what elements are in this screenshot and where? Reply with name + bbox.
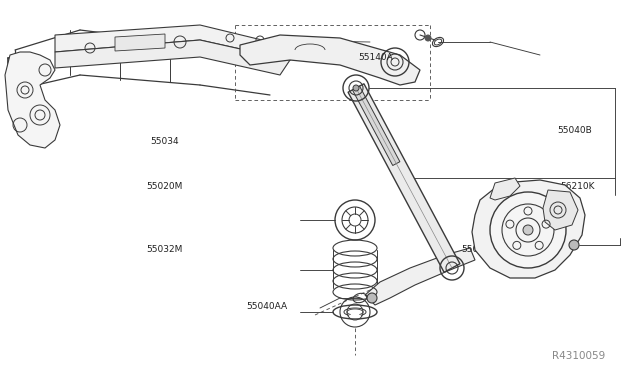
Polygon shape <box>353 86 400 166</box>
Polygon shape <box>490 178 520 200</box>
Text: R4310059: R4310059 <box>552 352 605 361</box>
Text: 55032M: 55032M <box>146 245 182 254</box>
Circle shape <box>569 240 579 250</box>
Polygon shape <box>472 180 585 278</box>
Text: 56210K: 56210K <box>560 182 595 190</box>
Text: 55040B: 55040B <box>557 126 591 135</box>
Polygon shape <box>115 34 165 51</box>
Circle shape <box>353 85 359 91</box>
Polygon shape <box>365 248 475 305</box>
Text: 55034: 55034 <box>150 137 179 146</box>
Polygon shape <box>348 84 460 272</box>
Polygon shape <box>55 25 295 60</box>
Polygon shape <box>240 35 420 85</box>
Text: 55020M: 55020M <box>146 182 182 191</box>
Polygon shape <box>543 190 578 230</box>
Circle shape <box>490 192 566 268</box>
Text: 55040B: 55040B <box>461 245 495 254</box>
Polygon shape <box>55 40 290 75</box>
Polygon shape <box>5 52 60 148</box>
Circle shape <box>367 293 377 303</box>
Text: 55040AA: 55040AA <box>246 302 287 311</box>
Text: 55140A: 55140A <box>358 53 393 62</box>
Circle shape <box>523 225 533 235</box>
Circle shape <box>425 35 431 41</box>
